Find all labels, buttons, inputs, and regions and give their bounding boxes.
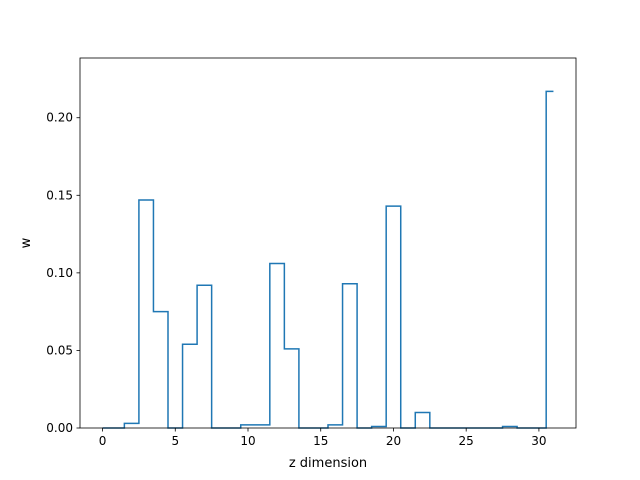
y-tick-label: 0.20 — [46, 111, 73, 125]
x-tick-label: 15 — [313, 434, 328, 448]
x-tick-label: 10 — [240, 434, 255, 448]
x-axis-label: z dimension — [289, 456, 367, 471]
x-tick-label: 25 — [459, 434, 474, 448]
axes-frame — [79, 57, 577, 429]
x-ticks: 0 5 10 15 20 25 30 — [99, 428, 547, 448]
x-tick-label: 5 — [171, 434, 179, 448]
x-tick-label: 0 — [99, 434, 107, 448]
y-axis-label: w — [19, 237, 34, 248]
x-tick-label: 30 — [531, 434, 546, 448]
y-tick-label: 0.05 — [46, 343, 73, 357]
y-tick-label: 0.15 — [46, 188, 73, 202]
x-tick-label: 20 — [386, 434, 401, 448]
y-tick-label: 0.00 — [46, 421, 73, 435]
y-ticks: 0.00 0.05 0.10 0.15 0.20 — [46, 111, 80, 435]
y-tick-label: 0.10 — [46, 266, 73, 280]
